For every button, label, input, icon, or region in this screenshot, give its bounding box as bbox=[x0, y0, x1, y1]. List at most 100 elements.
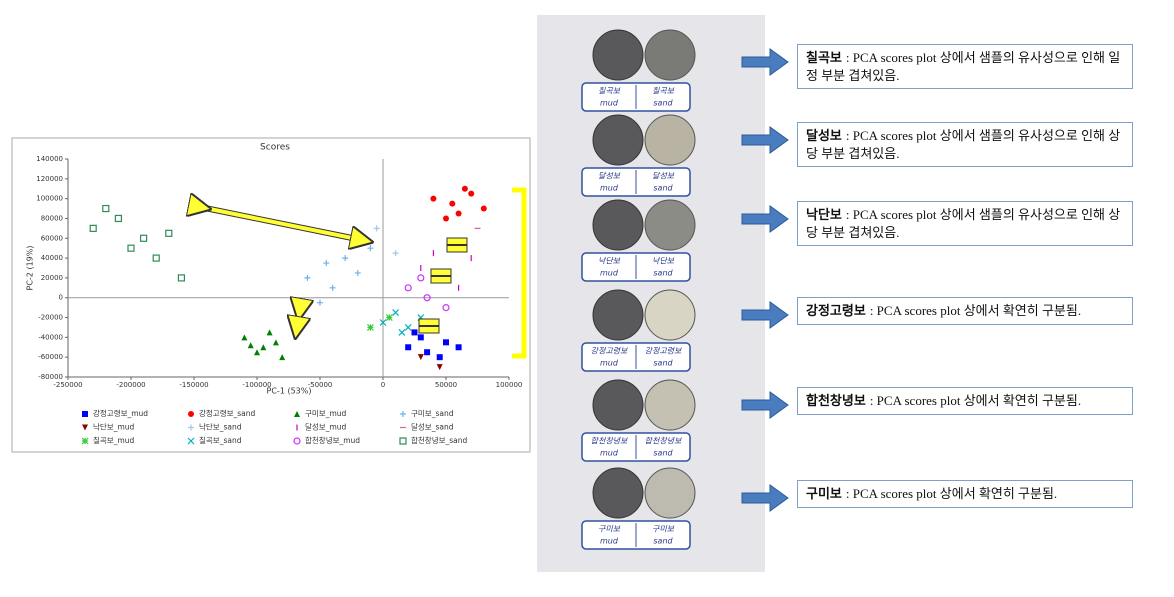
point bbox=[398, 328, 406, 336]
note-box: 칠곡보: PCA scores plot 상에서 샘플의 유사성으로 인해 일정… bbox=[797, 44, 1133, 89]
legend-label: 칠곡보_mud bbox=[93, 436, 135, 445]
legend-marker bbox=[81, 437, 89, 445]
legend-marker bbox=[82, 424, 88, 431]
legend-label: 낙단보_mud bbox=[93, 422, 135, 432]
point bbox=[417, 354, 424, 361]
y-tick-label: 40000 bbox=[41, 254, 63, 262]
sample-label: mud bbox=[600, 359, 619, 368]
sample-label: mud bbox=[600, 99, 619, 108]
point bbox=[436, 354, 443, 361]
mud-sample bbox=[592, 289, 644, 341]
legend-label: 칠곡보_sand bbox=[199, 436, 242, 445]
x-tick-label: -200000 bbox=[116, 381, 145, 389]
point bbox=[323, 260, 330, 267]
legend-marker bbox=[82, 411, 88, 417]
sample-label: 낙단보 bbox=[652, 257, 675, 266]
note-text: : PCA scores plot 상에서 확연히 구분됨. bbox=[845, 486, 1058, 501]
equal-sign bbox=[430, 268, 452, 284]
sample-label: sand bbox=[653, 359, 673, 368]
point bbox=[443, 339, 449, 346]
point bbox=[241, 334, 248, 341]
point bbox=[247, 342, 254, 349]
chart-title: Scores bbox=[260, 143, 290, 153]
y-tick-label: 100000 bbox=[36, 195, 63, 203]
pointer-arrow bbox=[741, 391, 789, 419]
legend-marker bbox=[399, 437, 407, 445]
y-tick-label: -40000 bbox=[38, 333, 63, 341]
sample-label: 구미보 bbox=[652, 525, 675, 534]
note-box: 강정고령보: PCA scores plot 상에서 확연히 구분됨. bbox=[797, 297, 1133, 325]
sand-sample bbox=[644, 467, 696, 519]
mud-sample bbox=[592, 467, 644, 519]
point bbox=[354, 269, 361, 276]
x-axis-label: PC-1 (53%) bbox=[267, 387, 312, 396]
bracket bbox=[512, 187, 527, 359]
point bbox=[461, 185, 468, 192]
point bbox=[127, 244, 135, 252]
sample-label: 강정고령보 bbox=[591, 347, 628, 356]
annotations bbox=[200, 187, 527, 359]
sample-label: sand bbox=[653, 537, 673, 546]
point bbox=[342, 255, 349, 262]
sample-label: 합천창녕보 bbox=[645, 437, 682, 446]
mud-sample bbox=[592, 29, 644, 81]
point bbox=[260, 344, 267, 351]
legend-label: 강정고령보_sand bbox=[199, 408, 256, 418]
point bbox=[266, 329, 273, 336]
point bbox=[443, 215, 449, 222]
legend-marker bbox=[293, 437, 301, 445]
sample-label: 달성보 bbox=[652, 172, 675, 181]
point bbox=[279, 354, 286, 361]
pointer-arrow bbox=[741, 484, 789, 512]
sample-label: sand bbox=[653, 449, 673, 458]
y-tick-label: -60000 bbox=[38, 353, 63, 361]
point bbox=[424, 349, 431, 356]
legend-marker bbox=[188, 411, 194, 417]
mud-sample bbox=[592, 199, 644, 251]
point bbox=[423, 294, 431, 302]
x-tick-label: -150000 bbox=[179, 381, 208, 389]
pointer-arrow bbox=[741, 205, 789, 233]
equal-sign bbox=[418, 318, 440, 334]
note-text: : PCA scores plot 상에서 샘플의 유사성으로 인해 상당 부분… bbox=[806, 128, 1121, 161]
pointer-arrow bbox=[741, 301, 789, 329]
y-tick-label: 60000 bbox=[41, 234, 63, 242]
note-text: : PCA scores plot 상에서 확연히 구분됨. bbox=[869, 303, 1082, 318]
legend-label: 합천창녕보_sand bbox=[411, 435, 468, 445]
sample-label: 강정고령보 bbox=[645, 347, 682, 356]
x-tick-label: 0 bbox=[381, 381, 385, 389]
sample-label: mud bbox=[600, 537, 619, 546]
sample-label: 합천창녕보 bbox=[591, 437, 628, 446]
point bbox=[405, 344, 412, 351]
y-tick-label: 20000 bbox=[41, 274, 63, 282]
point bbox=[152, 254, 160, 262]
x-tick-label: -50000 bbox=[308, 381, 333, 389]
y-tick-label: 80000 bbox=[41, 214, 63, 222]
sample-label: mud bbox=[600, 449, 619, 458]
point bbox=[404, 324, 412, 331]
sample-label: 낙단보 bbox=[598, 257, 621, 266]
y-tick-label: -20000 bbox=[38, 314, 63, 322]
legend-marker bbox=[188, 424, 194, 431]
point bbox=[140, 234, 148, 242]
legend-label: 구미보_sand bbox=[411, 409, 454, 418]
point bbox=[102, 204, 110, 213]
y-tick-label: 120000 bbox=[36, 175, 63, 183]
note-text: : PCA scores plot 상에서 샘플의 유사성으로 인해 상당 부분… bbox=[806, 207, 1121, 240]
point bbox=[455, 210, 462, 217]
mud-sample bbox=[592, 379, 644, 431]
point bbox=[404, 284, 412, 292]
legend-label: 합천창녕보_mud bbox=[305, 435, 360, 445]
sample-label: mud bbox=[600, 269, 619, 278]
point bbox=[304, 274, 311, 281]
sample-label: 달성보 bbox=[598, 172, 621, 181]
legend-label: 달성보_sand bbox=[411, 423, 454, 432]
point bbox=[468, 190, 475, 197]
y-axis-label: PC-2 (19%) bbox=[26, 246, 35, 291]
sand-sample bbox=[644, 114, 696, 166]
sample-label: mud bbox=[600, 184, 619, 193]
sand-sample bbox=[644, 379, 696, 431]
sample-label: 칠곡보 bbox=[652, 87, 675, 96]
